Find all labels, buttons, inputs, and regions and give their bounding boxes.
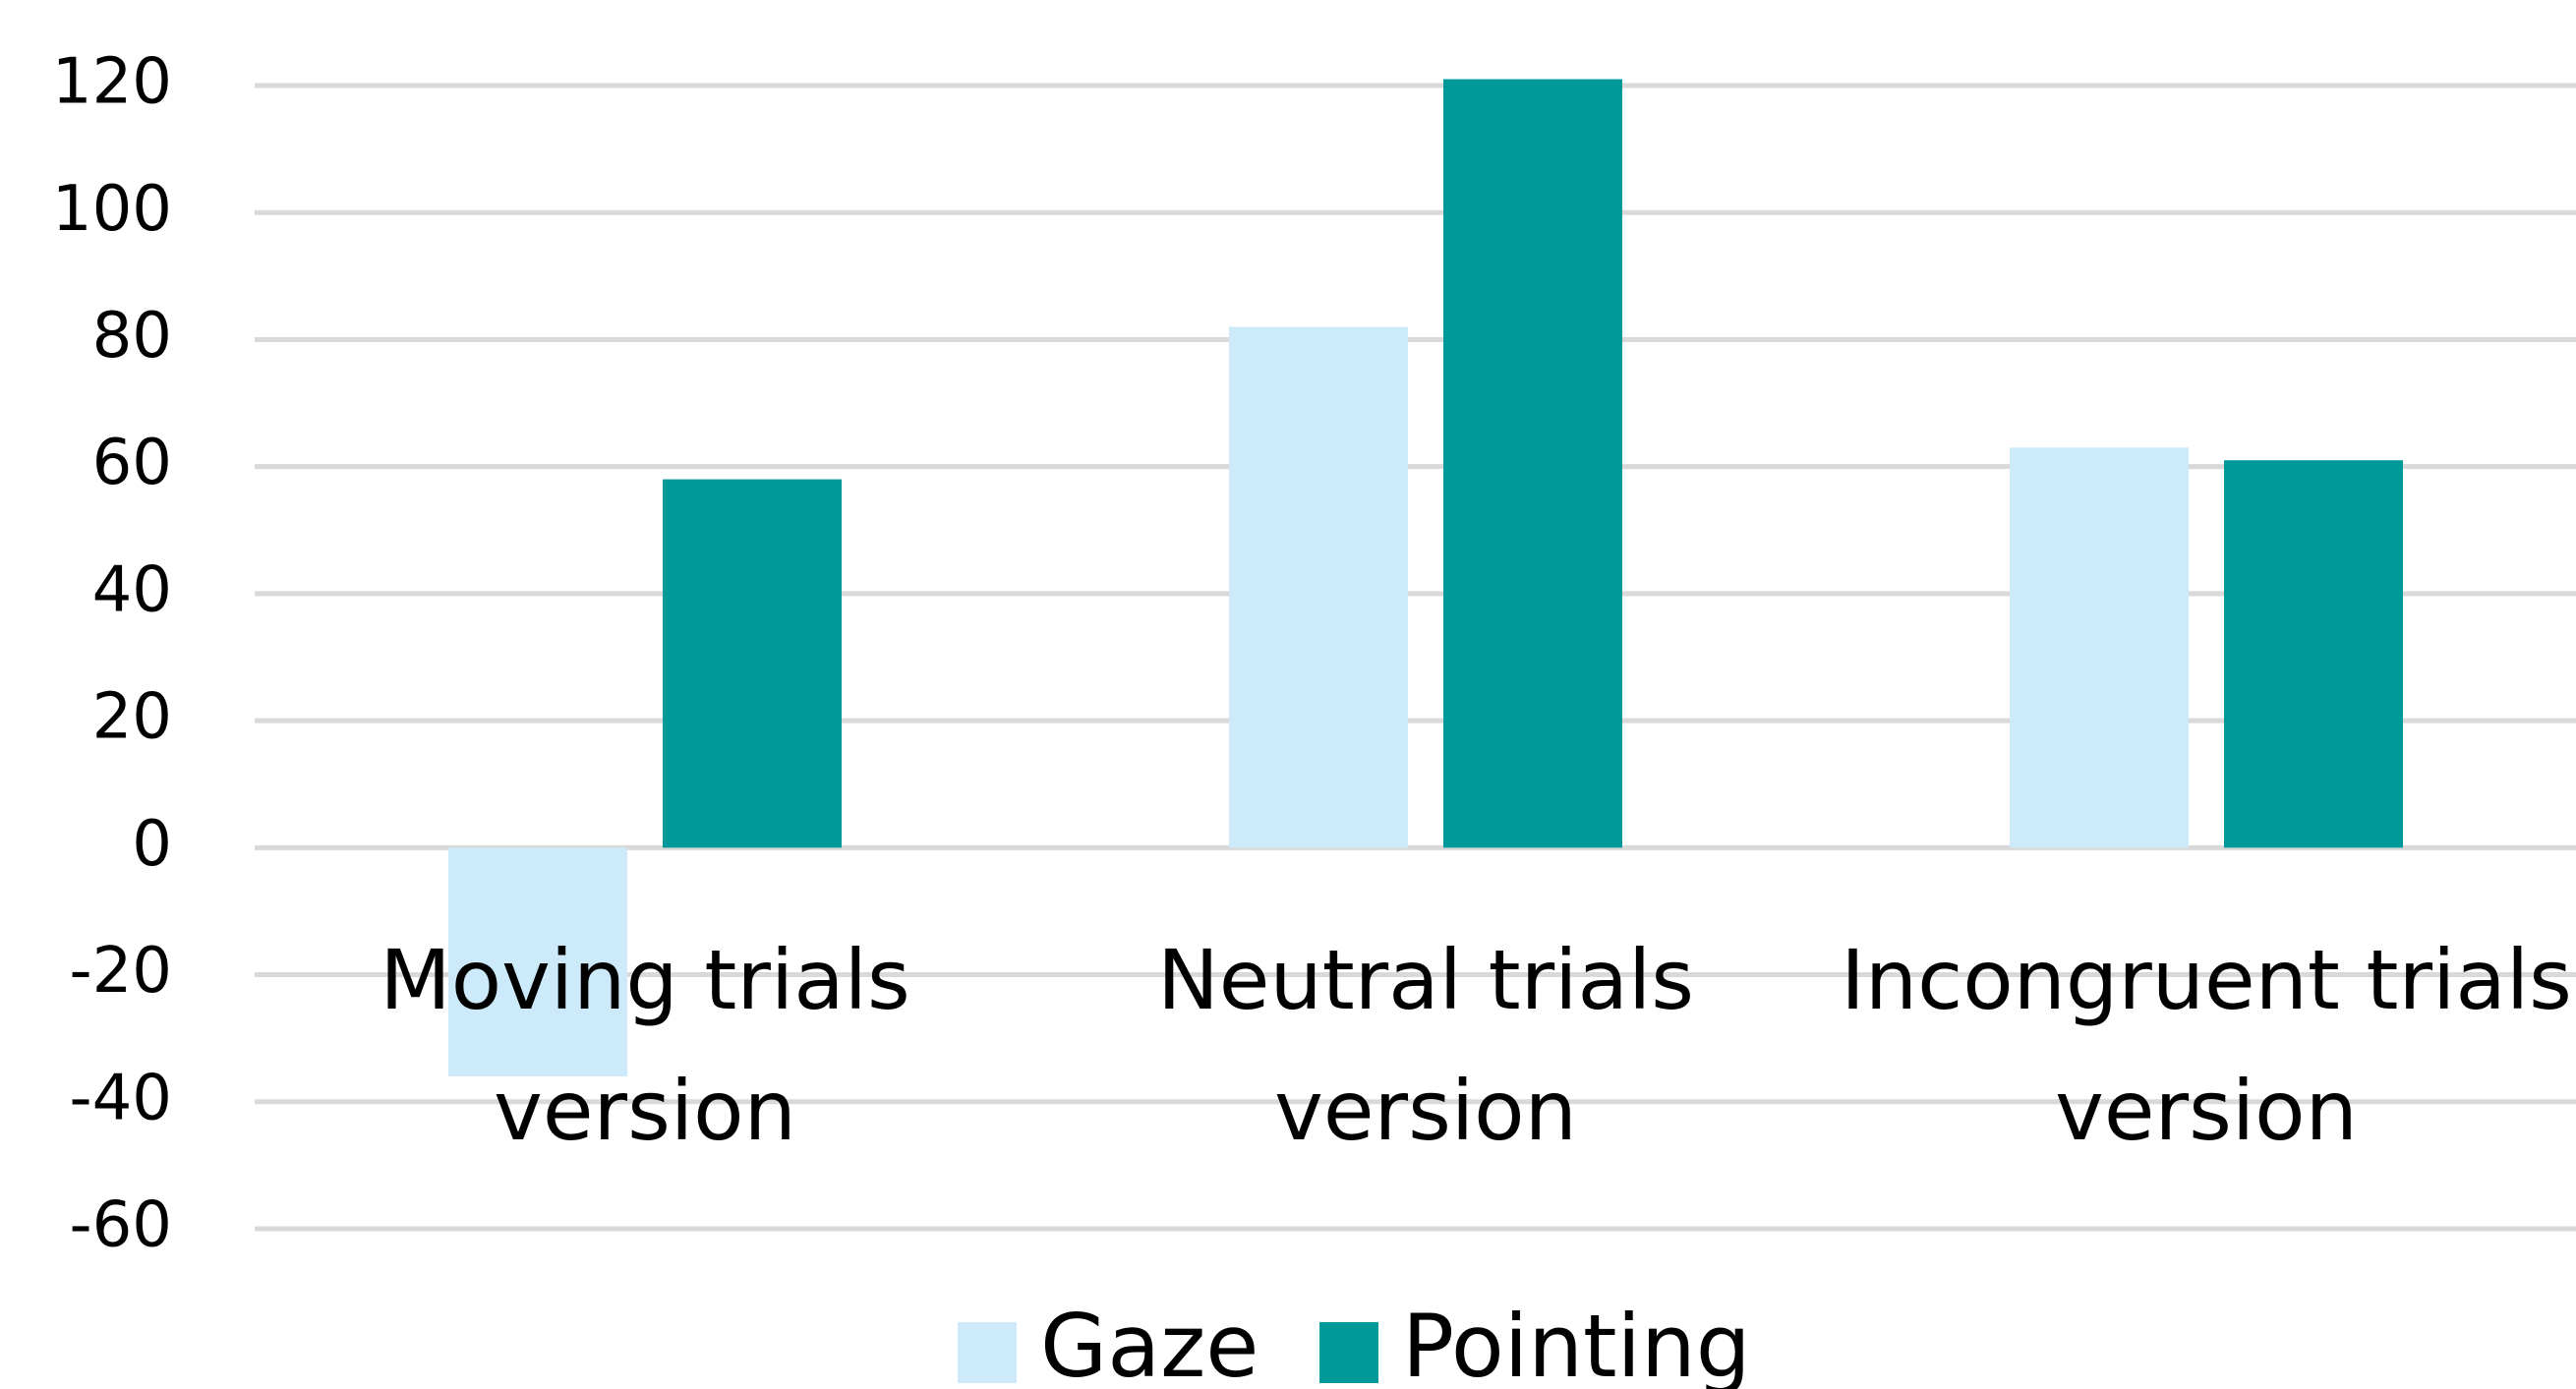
y-tick-label: 100 [52, 173, 172, 246]
bar [2224, 460, 2403, 848]
legend-swatch [958, 1322, 1017, 1383]
legend-swatch [1319, 1322, 1378, 1383]
bar [1443, 79, 1622, 848]
bar [1229, 326, 1408, 848]
bar [2010, 447, 2189, 848]
y-tick-label: 60 [92, 427, 172, 499]
y-tick-label: -40 [69, 1062, 172, 1134]
y-tick-label: -20 [69, 935, 172, 1008]
legend-label: Pointing [1402, 1296, 1751, 1389]
y-tick-label: 20 [92, 681, 172, 754]
legend-label: Gaze [1040, 1296, 1259, 1389]
y-tick-label: 80 [92, 300, 172, 373]
y-tick-label: 40 [92, 553, 172, 626]
x-tick-label: Moving trials version [380, 932, 910, 1159]
x-tick-label: Neutral trials version [1157, 932, 1694, 1159]
x-tick-label: Incongruent trials version [1841, 932, 2572, 1159]
y-tick-label: 0 [132, 808, 172, 881]
y-tick-label: -60 [69, 1189, 172, 1262]
y-tick-label: 120 [52, 46, 172, 119]
bar [448, 847, 627, 1076]
bar [663, 479, 842, 848]
